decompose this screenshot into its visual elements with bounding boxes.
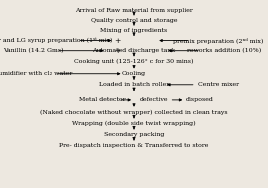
Text: Cooling: Cooling [122,71,146,76]
Text: disposed: disposed [186,97,214,102]
Text: Metal detector: Metal detector [79,97,126,102]
Text: +: + [114,37,120,45]
Text: Automated discharge tank: Automated discharge tank [92,48,176,53]
Text: premix preparation (2ⁿᵈ mix): premix preparation (2ⁿᵈ mix) [173,38,263,44]
Text: Sugar and LG syrup preparation (1ˢᵗ mix): Sugar and LG syrup preparation (1ˢᵗ mix) [0,38,113,43]
Text: Vanillin (14.2 Gms): Vanillin (14.2 Gms) [3,48,63,53]
Text: reworks addition (10%): reworks addition (10%) [188,48,262,53]
Text: Cooking unit (125-126° c for 30 mins): Cooking unit (125-126° c for 30 mins) [74,59,194,64]
Text: defective: defective [139,97,168,102]
Text: Wrapping (double side twist wrapping): Wrapping (double side twist wrapping) [72,121,196,126]
Text: Centre mixer: Centre mixer [198,82,239,87]
Text: +: + [114,47,120,55]
Text: Arrival of Raw material from supplier: Arrival of Raw material from supplier [75,8,193,13]
Text: Quality control and storage: Quality control and storage [91,18,177,23]
Text: (Naked chocolate without wrapper) collected in clean trays: (Naked chocolate without wrapper) collec… [40,110,228,115]
Text: Secondary packing: Secondary packing [104,132,164,137]
Text: Humidifier with cl₂ water: Humidifier with cl₂ water [0,71,73,76]
Text: Loaded in batch roller: Loaded in batch roller [99,82,169,87]
Text: Mixing of ingredients: Mixing of ingredients [100,28,168,33]
Text: Pre- dispatch inspection & Transferred to store: Pre- dispatch inspection & Transferred t… [59,143,209,148]
